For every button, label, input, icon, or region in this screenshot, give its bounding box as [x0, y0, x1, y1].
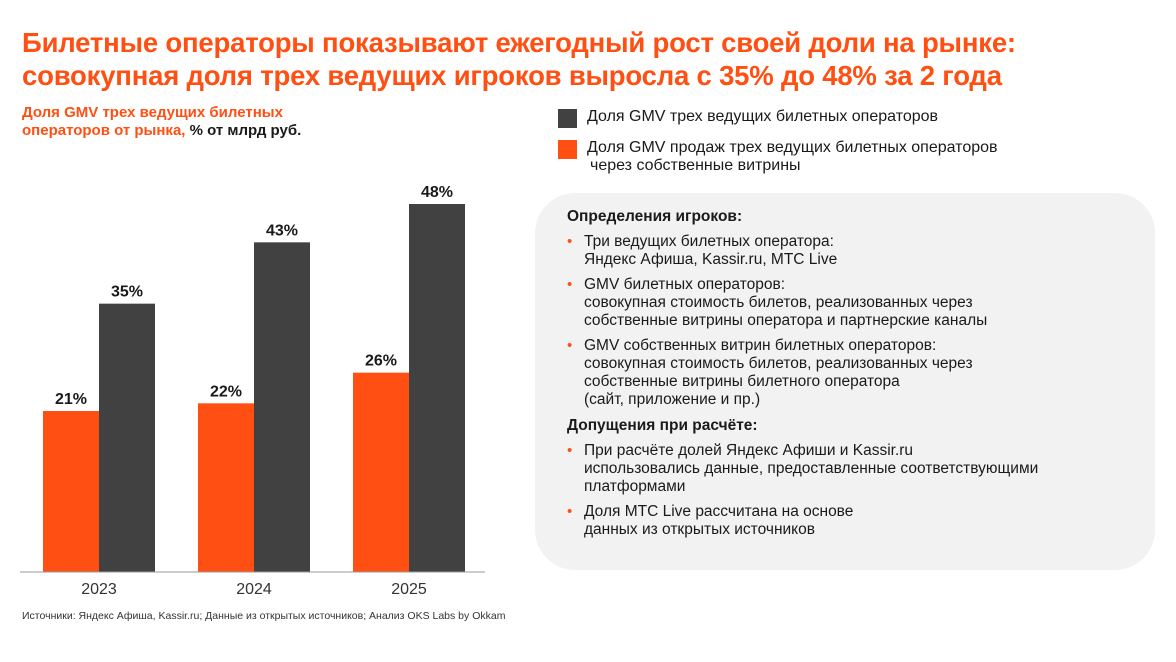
bullet-icon: •: [567, 442, 573, 459]
legend-label: Доля GMV продаж трех ведущих билетных оп…: [587, 139, 998, 175]
panel-item-line: платформами: [584, 478, 686, 495]
source-footnote: Источники: Яндекс Афиша, Kassir.ru; Данн…: [22, 610, 506, 622]
chart-legend: Доля GMV трех ведущих билетных операторо…: [558, 108, 998, 186]
subtitle-line-2-orange: операторов от рынка,: [22, 122, 186, 139]
data-label: 35%: [111, 284, 143, 301]
x-tick-label: 2025: [391, 581, 427, 598]
panel-item-line: совокупная стоимость билетов, реализован…: [584, 355, 973, 372]
panel-list-item: • GMV собственных витрин билетных операто…: [567, 337, 1155, 409]
panel-item-line: данных из открытых источников: [584, 521, 815, 538]
bullet-icon: •: [567, 503, 573, 520]
panel-item-line: GMV билетных операторов:: [584, 276, 786, 293]
panel-item-line: При расчёте долей Яндекс Афиши и Kassir.…: [584, 442, 914, 459]
definitions-heading: Определения игроков:: [567, 208, 743, 225]
data-label: 21%: [55, 391, 87, 408]
assumptions-heading: Допущения при расчёте:: [567, 417, 758, 434]
assumptions-list: • При расчёте долей Яндекс Афиши и Kassir…: [567, 442, 1155, 539]
bullet-icon: •: [567, 337, 573, 354]
panel-item-line: совокупная стоимость билетов, реализован…: [584, 294, 973, 311]
bar-chart: 21% 35% 2023 22% 43% 2024 26% 48% 2025: [20, 184, 485, 598]
panel-list-item: • GMV билетных операторов: совокупная стои…: [567, 276, 1155, 330]
legend-item: Доля GMV продаж трех ведущих билетных оп…: [558, 139, 998, 175]
panel-item-line: собственные витрины билетного оператора: [584, 373, 900, 390]
bar-own-storefronts-2024: [198, 403, 254, 572]
legend-swatch: [558, 140, 577, 159]
x-tick-label: 2023: [81, 581, 117, 598]
legend-label-line: Доля GMV трех ведущих билетных операторо…: [587, 108, 939, 125]
panel-item-line: использовались данные, предоставленные с…: [584, 460, 1039, 477]
chart-subtitle: Доля GMV трех ведущих билетных операторо…: [22, 104, 362, 140]
panel-item-line: собственные витрины оператора и партнерс…: [584, 312, 988, 329]
bar-total-2025: [409, 204, 465, 572]
data-label: 43%: [266, 222, 298, 239]
bar-own-storefronts-2023: [43, 411, 99, 572]
legend-label: Доля GMV трех ведущих билетных операторо…: [587, 108, 938, 126]
panel-item-line: Доля МТС Live рассчитана на основе: [584, 503, 854, 520]
bullet-icon: •: [567, 276, 573, 293]
bar-total-2024: [254, 242, 310, 572]
panel-list-item: • Доля МТС Live рассчитана на основе данны…: [567, 503, 1155, 539]
subtitle-line-2-unit: % от млрд руб.: [185, 122, 302, 139]
panel-list-item: • Три ведущих билетных оператора: Яндекс А…: [567, 233, 1155, 269]
definitions-list: • Три ведущих билетных оператора: Яндекс А…: [567, 233, 1155, 409]
panel-list-item: • При расчёте долей Яндекс Афиши и Kassir…: [567, 442, 1155, 496]
panel-item-line: Три ведущих билетных оператора:: [584, 233, 834, 250]
bar-total-2023: [99, 303, 155, 572]
bar-own-storefronts-2025: [353, 372, 409, 572]
definitions-panel: Определения игроков: • Три ведущих билетн…: [535, 193, 1155, 570]
title-line-2: совокупная доля трех ведущих игроков выр…: [22, 60, 1002, 91]
subtitle-line-1: Доля GMV трех ведущих билетных: [22, 104, 283, 121]
title-line-1: Билетные операторы показывают ежегодный …: [22, 27, 1016, 58]
legend-label-line: через собственные витрины: [590, 157, 801, 174]
legend-item: Доля GMV трех ведущих билетных операторо…: [558, 108, 998, 128]
panel-item-line: GMV собственных витрин билетных оператор…: [584, 337, 937, 354]
x-tick-label: 2024: [236, 581, 272, 598]
page-title: Билетные операторы показывают ежегодный …: [22, 26, 1162, 92]
panel-item-line: (сайт, приложение и пр.): [584, 391, 761, 408]
bullet-icon: •: [567, 233, 573, 250]
panel-item-line: Яндекс Афиша, Kassir.ru, МТС Live: [584, 251, 838, 268]
legend-swatch: [558, 109, 577, 128]
data-label: 48%: [421, 184, 453, 201]
legend-label-line: Доля GMV продаж трех ведущих билетных оп…: [587, 139, 998, 156]
data-label: 26%: [365, 353, 397, 370]
data-label: 22%: [210, 383, 242, 400]
